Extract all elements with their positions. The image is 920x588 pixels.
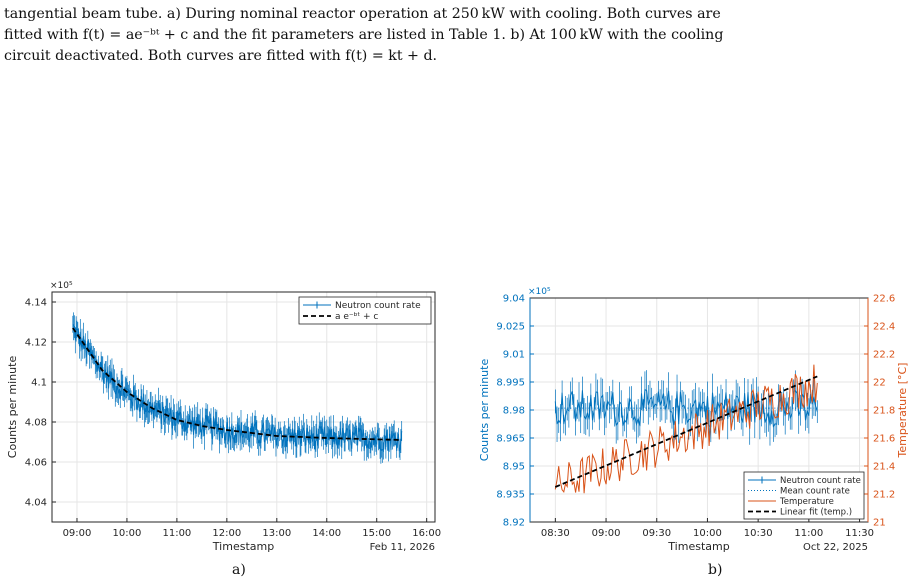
count-rate-series <box>554 370 818 446</box>
x-tick-label: 09:00 <box>63 528 92 539</box>
x-tick-label: 10:00 <box>693 528 722 539</box>
figure-a: 09:00 10:00 11:00 12:00 13:00 14:00 15:00 16:00… <box>0 270 441 560</box>
x-tick-label: 10:00 <box>113 528 142 539</box>
y2-axis-label: Temperature [°C] <box>896 363 909 459</box>
x-axis-date-label: Feb 11, 2026 <box>370 542 435 553</box>
subfigure-label-b: b) <box>708 562 723 578</box>
x-tick-label: 09:00 <box>592 528 621 539</box>
legend-label: Linear fit (temp.) <box>780 508 852 518</box>
chart-a: 09:00 10:00 11:00 12:00 13:00 14:00 15:00 16:00… <box>6 281 441 553</box>
legend-box <box>298 296 432 325</box>
count-rate-line <box>554 388 818 429</box>
figure-b: 08:30 09:00 09:30 10:00 10:30 11:00 11:30 8.92 8… <box>470 270 910 560</box>
x-tick-label: 13:00 <box>262 528 291 539</box>
y-tick-label: 8.995 <box>496 378 525 389</box>
fit-line <box>554 375 818 488</box>
y-tick-label: 4.14 <box>25 298 47 309</box>
y2-tick-label: 21.6 <box>873 434 895 445</box>
y-axis-label: Counts per minute <box>478 359 491 462</box>
y2-tick-label: 21.2 <box>873 490 895 501</box>
x-tick-label: 11:30 <box>845 528 874 539</box>
x-tick-label: 08:30 <box>541 528 570 539</box>
y-tick-label: 8.95 <box>503 462 525 473</box>
y2-tick-label: 21 <box>873 518 886 529</box>
x-axis-date-label: Oct 22, 2025 <box>803 542 868 553</box>
x-tick-label: 10:30 <box>744 528 773 539</box>
y2-tick-label: 21.4 <box>873 462 895 473</box>
x-axis-label: Timestamp <box>212 540 274 553</box>
x-tick-label: 11:00 <box>162 528 191 539</box>
legend-label: Mean count rate <box>780 487 850 497</box>
y-exponent-label: ×10⁵ <box>528 287 551 297</box>
y-tick-label: 9.025 <box>496 322 525 333</box>
legend-label: Neutron count rate <box>335 301 421 311</box>
y-tick-label: 8.965 <box>496 434 525 445</box>
caption-line-1: tangential beam tube. a) During nominal … <box>4 6 721 22</box>
y2-tick-label: 22 <box>873 378 886 389</box>
caption-line-3: circuit deactivated. Both curves are fit… <box>4 48 438 64</box>
axes-box <box>51 291 436 523</box>
subfigure-label-a: a) <box>232 562 246 578</box>
y2-tick-label: 22.2 <box>873 350 895 361</box>
y-tick-label: 4.04 <box>25 498 47 509</box>
legend-label: Temperature <box>779 497 834 507</box>
y-tick-label: 8.98 <box>503 406 525 417</box>
y2-tick-label: 22.6 <box>873 294 895 305</box>
figure-caption: tangential beam tube. a) During nominal … <box>4 4 916 67</box>
legend-label: a e⁻ᵇᵗ + c <box>335 312 378 322</box>
y-tick-label: 8.92 <box>503 518 525 529</box>
chart-b: 08:30 09:00 09:30 10:00 10:30 11:00 11:30 8.92 8… <box>478 287 909 553</box>
y-tick-label: 4.08 <box>25 418 47 429</box>
y2-tick-label: 21.8 <box>873 406 895 417</box>
y-axis-label: Counts per minute <box>6 356 19 459</box>
count-rate-series <box>72 312 403 464</box>
y-exponent-label: ×10⁵ <box>50 281 73 291</box>
y-tick-label: 9.04 <box>503 294 525 305</box>
x-tick-label: 14:00 <box>312 528 341 539</box>
temperature-line <box>554 364 818 494</box>
legend-label: Neutron count rate <box>780 476 861 486</box>
y-tick-label: 4.1 <box>31 378 47 389</box>
y2-tick-label: 22.4 <box>873 322 895 333</box>
y-tick-label: 8.935 <box>496 490 525 501</box>
count-rate-line <box>72 324 403 453</box>
caption-line-2: fitted with f(t) = ae⁻ᵇᵗ + c and the fit… <box>4 27 724 43</box>
y-tick-label: 9.01 <box>503 350 525 361</box>
fit-line <box>72 327 402 441</box>
y-tick-label: 4.12 <box>25 338 47 349</box>
x-tick-label: 11:00 <box>794 528 823 539</box>
x-tick-label: 12:00 <box>212 528 241 539</box>
x-tick-label: 16:00 <box>412 528 441 539</box>
x-axis-label: Timestamp <box>667 540 729 553</box>
x-tick-label: 09:30 <box>642 528 671 539</box>
x-tick-label: 15:00 <box>362 528 391 539</box>
y-tick-label: 4.06 <box>25 458 47 469</box>
